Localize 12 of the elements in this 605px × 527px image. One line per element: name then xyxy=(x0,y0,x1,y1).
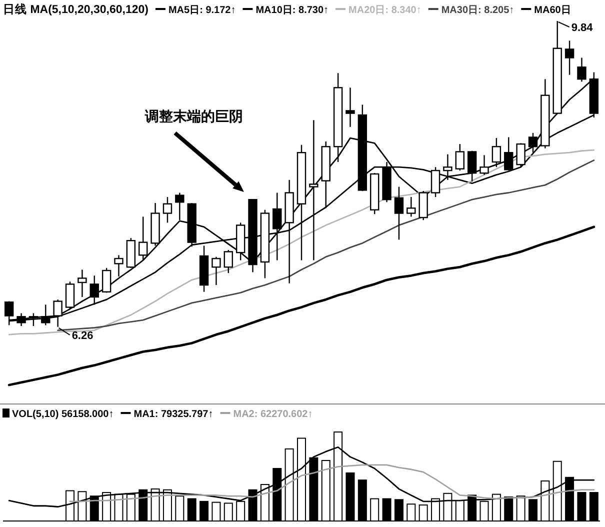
legend-label: MA10日: 8.730↑ xyxy=(256,5,329,16)
chart-title: 日线 MA(5,10,20,30,60,120) xyxy=(3,2,149,16)
legend-label: MA5日: 9.172↑ xyxy=(168,5,236,16)
annotation: 9.84 xyxy=(571,22,594,34)
legend-label: MA60日 xyxy=(534,5,571,16)
annotation: 调整末端的巨阴 xyxy=(144,108,243,124)
legend-label: MA20日: 8.340↑ xyxy=(348,5,422,16)
legend-label: MA1: 79325.797↑ xyxy=(134,409,214,420)
legend-label: MA30日: 8.205↑ xyxy=(441,5,514,16)
legend-label: VOL(5,10) 56158.000↑ xyxy=(12,409,114,420)
text: 6.26 xyxy=(72,330,94,342)
legend-label: MA2: 62270.602↑ xyxy=(233,409,313,420)
